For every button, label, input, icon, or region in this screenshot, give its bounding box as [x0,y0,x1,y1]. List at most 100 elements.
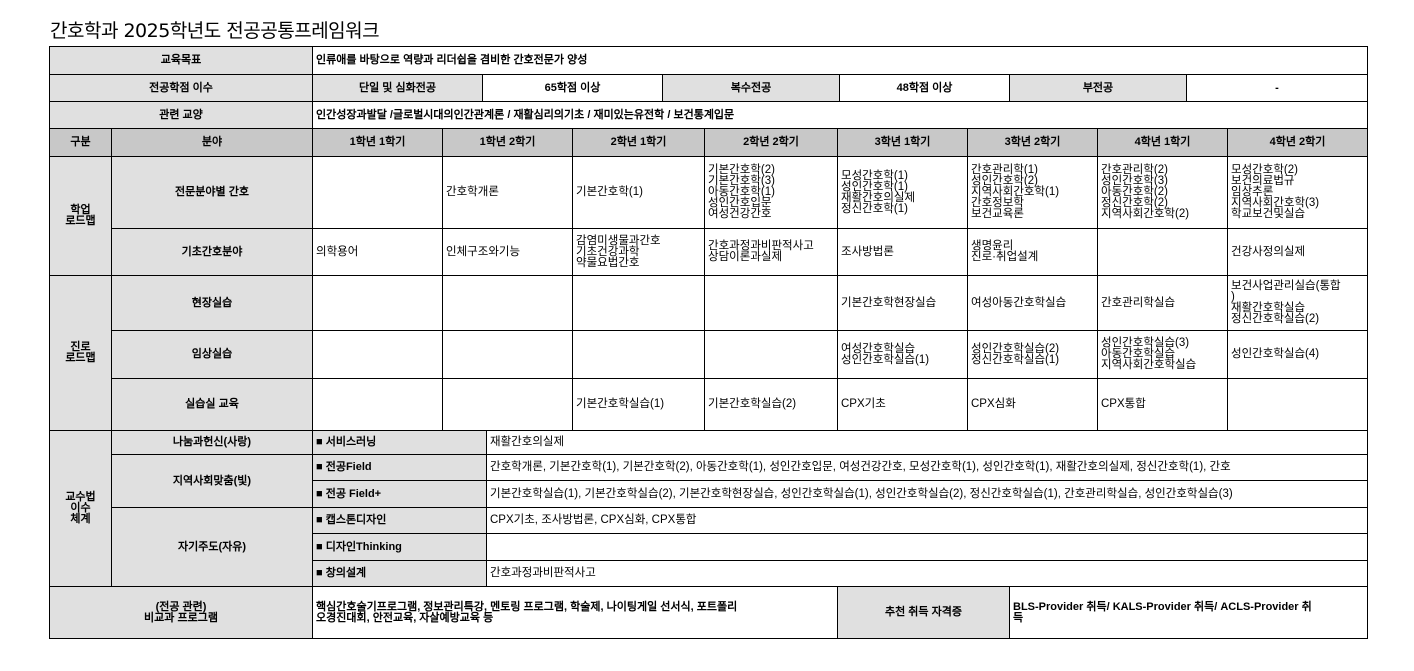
course-cell: 조사방법론 [837,228,968,276]
course-cell: 성인간호학실습(4) [1227,330,1368,379]
credits-label-text: 전공학점 이수 [149,81,213,94]
teaching-courses-text: 기본간호학실습(1), 기본간호학실습(2), 기본간호학현장실습, 성인간호학… [490,487,1233,500]
teaching-type-text: ■ 전공 Field+ [316,487,382,500]
extra-program-text: 핵심간호술기프로그램, 정보관리특강, 멘토링 프로그램, 학술제, 나이팅게일… [312,586,838,639]
course-cell [572,275,705,331]
teaching-type-text: ■ 캡스톤디자인 [316,514,387,526]
course-cell-text: 조사방법론 [841,245,894,258]
double-major-label: 복수전공 [662,74,840,102]
teaching-type-text: ■ 전공Field [316,461,372,473]
career-field: 임상실습 [111,330,313,379]
header-semester-text: 1학년 1학기 [349,136,406,148]
extra-program-label-text: (전공 관련) 비교과 프로그램 [144,600,218,624]
academic-field-text: 전문분야별 간호 [175,186,249,198]
course-cell: 기본간호학실습(2) [704,378,838,431]
course-cell-text: 생명윤리 진로·취업설계 [971,240,1039,263]
liberal-text: 인간성장과발달 /글로벌시대의인간관계론 / 재활심리의기초 / 재미있는유전학… [312,101,1368,129]
course-cell [1097,228,1228,276]
course-cell: 성인간호학실습(3) 아동간호학실습 지역사회간호학실습 [1097,330,1228,379]
goal-text: 인류애를 바탕으로 역량과 리더쉽을 겸비한 간호전문가 양성 [312,46,1368,75]
header-field-text: 분야 [201,136,223,148]
course-cell: 생명윤리 진로·취업설계 [967,228,1098,276]
liberal-text-text: 인간성장과발달 /글로벌시대의인간관계론 / 재활심리의기초 / 재미있는유전학… [316,108,735,121]
header-category-text: 구분 [70,136,91,148]
extra-program-text-text: 핵심간호술기프로그램, 정보관리특강, 멘토링 프로그램, 학술제, 나이팅게일… [316,600,738,624]
course-cell [442,275,573,331]
course-cell-text: 여성아동간호학실습 [971,296,1067,309]
course-cell [312,275,443,331]
course-cell-text: 인체구조와기능 [446,245,521,258]
cert-label: 추천 취득 자격증 [837,586,1010,639]
teaching-type: ■ 캡스톤디자인 [312,507,487,534]
course-cell: 간호관리학실습 [1097,275,1228,331]
minor-label-text: 부전공 [1082,81,1114,94]
course-cell-text: 모성간호학(1) 성인간호학(1) 재활간호의실제 정신간호학(1) [841,169,916,215]
double-major-value-text: 48학점 이상 [896,81,953,94]
cert-text-text: BLS-Provider 취득/ KALS-Provider 취득/ ACLS-… [1013,600,1312,624]
teaching-courses-text: 간호과정과비판적사고 [490,567,596,579]
header-semester: 3학년 2학기 [967,128,1098,157]
minor-label: 부전공 [1009,74,1187,102]
course-cell-text: 기본간호학실습(1) [576,398,665,410]
teaching-type: ■ 창의설계 [312,560,487,587]
course-cell: 인체구조와기능 [442,228,573,276]
minor-value: - [1186,74,1368,102]
course-cell: 간호관리학(1) 성인간호학(2) 지역사회간호학(1) 간호정보학 보건교육론 [967,156,1098,229]
cert-text: BLS-Provider 취득/ KALS-Provider 취득/ ACLS-… [1009,586,1368,639]
course-cell: CPX기초 [837,378,968,431]
course-cell [442,378,573,431]
single-major-value-text: 65학점 이상 [544,81,601,94]
header-semester-text: 4학년 2학기 [1269,136,1326,148]
course-cell-text: 성인간호학실습(3) 아동간호학실습 지역사회간호학실습 [1101,337,1197,371]
teaching-courses: CPX기초, 조사방법론, CPX심화, CPX통합 [486,507,1368,534]
teaching-category: 자기주도(자유) [111,507,313,587]
teaching-type: ■ 전공Field [312,454,487,481]
teaching-type-text: ■ 서비스러닝 [316,436,377,448]
career-roadmap-label: 진로 로드맵 [49,275,112,431]
teaching-courses: 간호과정과비판적사고 [486,560,1368,587]
course-cell-text: CPX기초 [841,398,886,410]
course-cell: 성인간호학실습(2) 정신간호학실습(1) [967,330,1098,379]
career-field-text: 현장실습 [191,296,233,309]
course-cell: 기본간호학현장실습 [837,275,968,331]
course-cell: 간호학개론 [442,156,573,229]
career-field: 실습실 교육 [111,378,313,431]
header-category: 구분 [49,128,112,157]
course-cell-text: 기본간호학(1) [576,186,643,198]
teaching-courses [486,533,1368,561]
course-cell [312,330,443,379]
teaching-courses-text: CPX기초, 조사방법론, CPX심화, CPX통합 [490,514,697,526]
career-roadmap-label-text: 진로 로드맵 [65,341,96,364]
teaching-label-text: 교수법 이수 체계 [65,491,96,525]
teaching-courses-text: 재활간호의실제 [490,436,565,448]
course-cell [312,378,443,431]
course-cell-text: 간호학개론 [446,186,499,198]
course-cell-text: 간호관리학실습 [1101,296,1176,309]
goal-label: 교육목표 [49,46,313,75]
course-cell [704,330,838,379]
course-cell-text: 기본간호학(2) 기본간호학(3) 아동간호학(1) 성인간호입문 여성건강간호 [708,164,775,220]
header-semester: 4학년 2학기 [1227,128,1368,157]
course-cell-text: 기본간호학현장실습 [841,296,937,309]
header-semester: 2학년 1학기 [572,128,705,157]
academic-roadmap-label: 학업 로드맵 [49,156,112,276]
course-cell-text: 간호관리학(2) 성인간호학(3) 아동간호학(2) 정신간호학(2) 지역사회… [1101,164,1190,220]
course-cell-text: 의학용어 [316,245,359,258]
single-major-label-text: 단일 및 심화전공 [359,81,436,94]
header-semester: 1학년 1학기 [312,128,443,157]
course-cell [1227,378,1368,431]
cert-label-text: 추천 취득 자격증 [885,606,962,618]
header-field: 분야 [111,128,313,157]
teaching-category-text: 나눔과헌신(사랑) [172,436,252,448]
course-cell: 보건사업관리실습(통합 ) 재활간호학실습 정신간호학실습(2) [1227,275,1368,331]
header-semester: 2학년 2학기 [704,128,838,157]
course-cell: 간호과정과비판적사고 상담이론과실제 [704,228,838,276]
course-cell: CPX심화 [967,378,1098,431]
course-cell-text: 간호관리학(1) 성인간호학(2) 지역사회간호학(1) 간호정보학 보건교육론 [971,164,1060,220]
course-cell: 기본간호학(1) [572,156,705,229]
teaching-label: 교수법 이수 체계 [49,430,112,587]
course-cell: 여성간호학실습 성인간호학실습(1) [837,330,968,379]
teaching-category: 지역사회맞춤(빛) [111,454,313,508]
header-semester: 3학년 1학기 [837,128,968,157]
teaching-type: ■ 서비스러닝 [312,430,487,455]
